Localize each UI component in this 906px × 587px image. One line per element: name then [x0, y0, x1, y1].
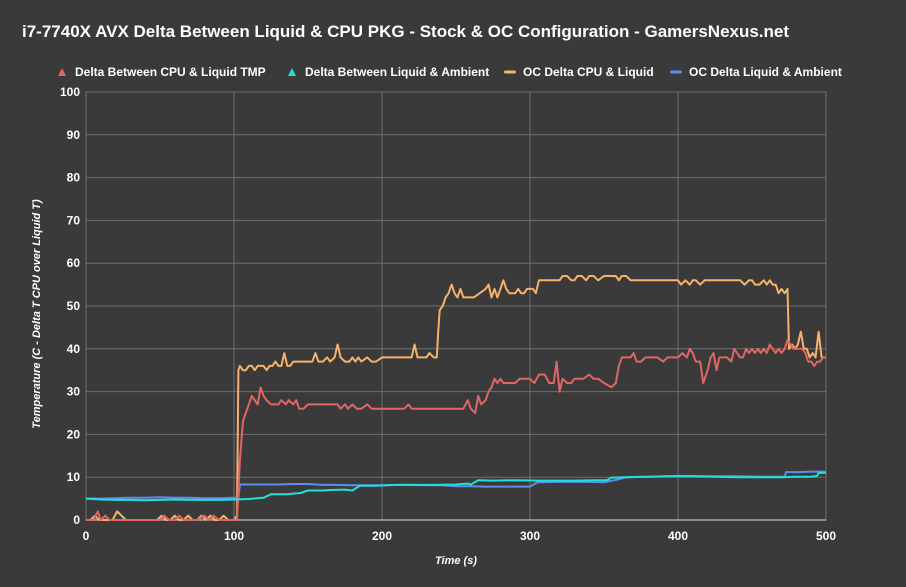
legend-marker-line [670, 70, 682, 74]
chart-title: i7-7740X AVX Delta Between Liquid & CPU … [22, 22, 790, 41]
series-layer [85, 275, 826, 521]
y-tick-label: 70 [67, 213, 81, 227]
legend-label: OC Delta Liquid & Ambient [689, 65, 842, 79]
series-line-1 [85, 471, 826, 502]
y-tick-label: 20 [67, 427, 81, 441]
y-tick-label: 10 [67, 470, 81, 484]
y-tick-label: 60 [67, 256, 81, 270]
series-line-0 [86, 339, 826, 521]
y-tick-label: 100 [60, 85, 80, 99]
y-tick-label: 30 [67, 385, 81, 399]
x-tick-label: 100 [224, 529, 244, 543]
y-tick-label: 0 [73, 513, 80, 527]
legend-marker-triangle [58, 68, 66, 76]
legend-label: OC Delta CPU & Liquid [523, 65, 654, 79]
y-tick-label: 80 [67, 171, 81, 185]
legend: Delta Between CPU & Liquid TMP Delta Betw… [58, 65, 842, 79]
axes: 0 10 20 30 40 50 60 70 80 90 100 0 100 200 300 400 500 Ti… [31, 85, 836, 567]
legend-label: Delta Between CPU & Liquid TMP [75, 65, 266, 79]
y-tick-label: 50 [67, 299, 81, 313]
legend-marker-line [504, 70, 516, 74]
x-tick-label: 0 [83, 529, 90, 543]
x-axis-label: Time (s) [435, 555, 477, 567]
y-tick-label: 90 [67, 128, 81, 142]
legend-marker-triangle [288, 68, 296, 76]
legend-label: Delta Between Liquid & Ambient [305, 65, 489, 79]
x-tick-label: 500 [816, 529, 836, 543]
grid [85, 91, 827, 521]
y-tick-label: 40 [67, 342, 81, 356]
x-tick-label: 200 [372, 529, 392, 543]
x-tick-label: 300 [520, 529, 540, 543]
x-tick-label: 400 [668, 529, 688, 543]
series-line-2 [86, 275, 826, 521]
y-axis-label: Temperature (C - Delta T CPU over Liquid… [31, 199, 43, 429]
